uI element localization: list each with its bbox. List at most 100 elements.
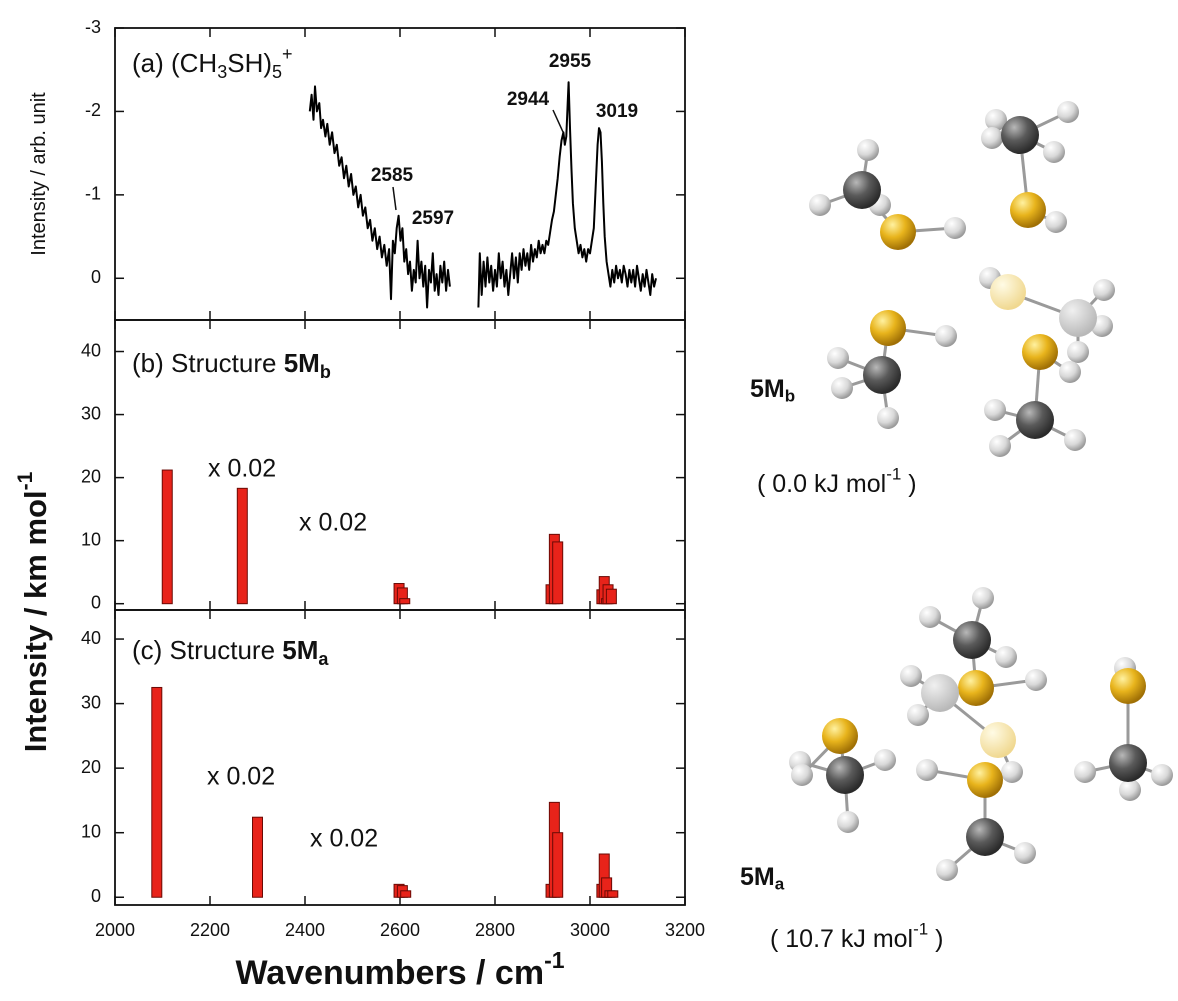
atom <box>1151 764 1173 786</box>
atom <box>972 587 994 609</box>
atom <box>1074 761 1096 783</box>
y-tick-label: 0 <box>91 886 101 906</box>
x-tick-label: 2200 <box>190 920 230 940</box>
annotation: x 0.02 <box>207 763 275 791</box>
text-segment: ( 0.0 kJ mol <box>757 470 886 498</box>
atom <box>984 399 1006 421</box>
atom <box>880 214 916 250</box>
structure-label: 5Mb <box>750 375 795 406</box>
atom <box>1016 401 1054 439</box>
structure-label: 5Ma <box>740 863 785 894</box>
atom <box>877 407 899 429</box>
atom <box>980 722 1016 758</box>
atom <box>837 811 859 833</box>
bar <box>606 589 616 604</box>
atom <box>857 139 879 161</box>
atom <box>1043 141 1065 163</box>
atom <box>953 621 991 659</box>
atom <box>1110 668 1146 704</box>
figure: -3-2-10(a) (CH3SH)5+29552944301925852597… <box>0 0 1178 1001</box>
x-tick-label: 2000 <box>95 920 135 940</box>
atom <box>1059 299 1097 337</box>
bar <box>237 488 247 603</box>
atom <box>843 171 881 209</box>
text-segment: a <box>318 649 329 669</box>
text-segment: Wavenumbers / cm <box>235 954 544 992</box>
annotation: 2585 <box>371 165 414 186</box>
text-segment: ( 10.7 kJ mol <box>770 925 913 953</box>
y-tick-label: 10 <box>81 529 101 549</box>
atom <box>1109 744 1147 782</box>
y-tick-label: -2 <box>85 100 101 120</box>
structure-energy: ( 10.7 kJ mol-1 ) <box>770 920 944 953</box>
atom <box>827 347 849 369</box>
bar <box>401 891 411 897</box>
text-segment: -1 <box>913 920 928 939</box>
x-tick-label: 2400 <box>285 920 325 940</box>
text-segment: Intensity / arb. unit <box>28 92 50 256</box>
y-tick-label: -3 <box>85 17 101 37</box>
atom <box>831 377 853 399</box>
atom <box>995 646 1017 668</box>
y-tick-label: 10 <box>81 821 101 841</box>
annotation: x 0.02 <box>310 825 378 853</box>
bar <box>152 687 162 897</box>
text-segment: 5M <box>750 375 785 403</box>
bar <box>253 817 263 897</box>
y-tick-label: 0 <box>91 592 101 612</box>
atom <box>1001 761 1023 783</box>
atom <box>1064 429 1086 451</box>
annotation: x 0.02 <box>208 455 276 483</box>
atom <box>916 759 938 781</box>
y-tick-label: 20 <box>81 466 101 486</box>
atom <box>1067 341 1089 363</box>
x-tick-label: 2800 <box>475 920 515 940</box>
text-segment: -1 <box>14 471 37 490</box>
bar <box>162 470 172 604</box>
atom <box>936 859 958 881</box>
annotation: 2597 <box>412 208 454 229</box>
panel-title: (a) (CH3SH)5+ <box>132 44 293 82</box>
atom <box>874 749 896 771</box>
atom <box>944 217 966 239</box>
text-segment: 5M <box>282 635 318 665</box>
text-segment: ) <box>928 925 943 953</box>
annotation: 3019 <box>596 101 638 122</box>
x-tick-label: 3200 <box>665 920 705 940</box>
atom <box>990 274 1026 310</box>
bar <box>400 599 410 604</box>
spectra: -3-2-10(a) (CH3SH)5+29552944301925852597… <box>14 17 944 992</box>
y-axis-label: Intensity / km mol-1 <box>14 471 53 752</box>
text-segment: -1 <box>544 947 565 973</box>
atom <box>919 606 941 628</box>
text-segment: b <box>785 387 795 406</box>
y-tick-label: 40 <box>81 340 101 360</box>
atom <box>989 435 1011 457</box>
text-segment: Intensity / km mol <box>18 490 53 752</box>
atom <box>900 665 922 687</box>
y-tick-label: 20 <box>81 757 101 777</box>
text-segment: a <box>775 875 785 894</box>
text-segment: (b) Structure <box>132 348 284 378</box>
atom <box>1093 279 1115 301</box>
annotation-leader <box>553 110 563 132</box>
x-tick-label: 2600 <box>380 920 420 940</box>
text-segment: + <box>282 44 293 64</box>
atom <box>863 356 901 394</box>
x-tick-label: 3000 <box>570 920 610 940</box>
atom <box>1045 211 1067 233</box>
text-segment: (c) Structure <box>132 635 282 665</box>
text-segment: (a) (CH <box>132 48 217 78</box>
text-segment: -1 <box>886 465 901 484</box>
atom <box>966 818 1004 856</box>
atom <box>791 764 813 786</box>
atom <box>907 704 929 726</box>
atom <box>1057 101 1079 123</box>
y-tick-label: 30 <box>81 403 101 423</box>
atom <box>967 762 1003 798</box>
text-segment: SH) <box>227 48 272 78</box>
structure-energy: ( 0.0 kJ mol-1 ) <box>757 465 917 498</box>
text-segment: 5 <box>272 62 282 82</box>
atom <box>1010 192 1046 228</box>
y-axis-label: Intensity / arb. unit <box>28 92 50 256</box>
